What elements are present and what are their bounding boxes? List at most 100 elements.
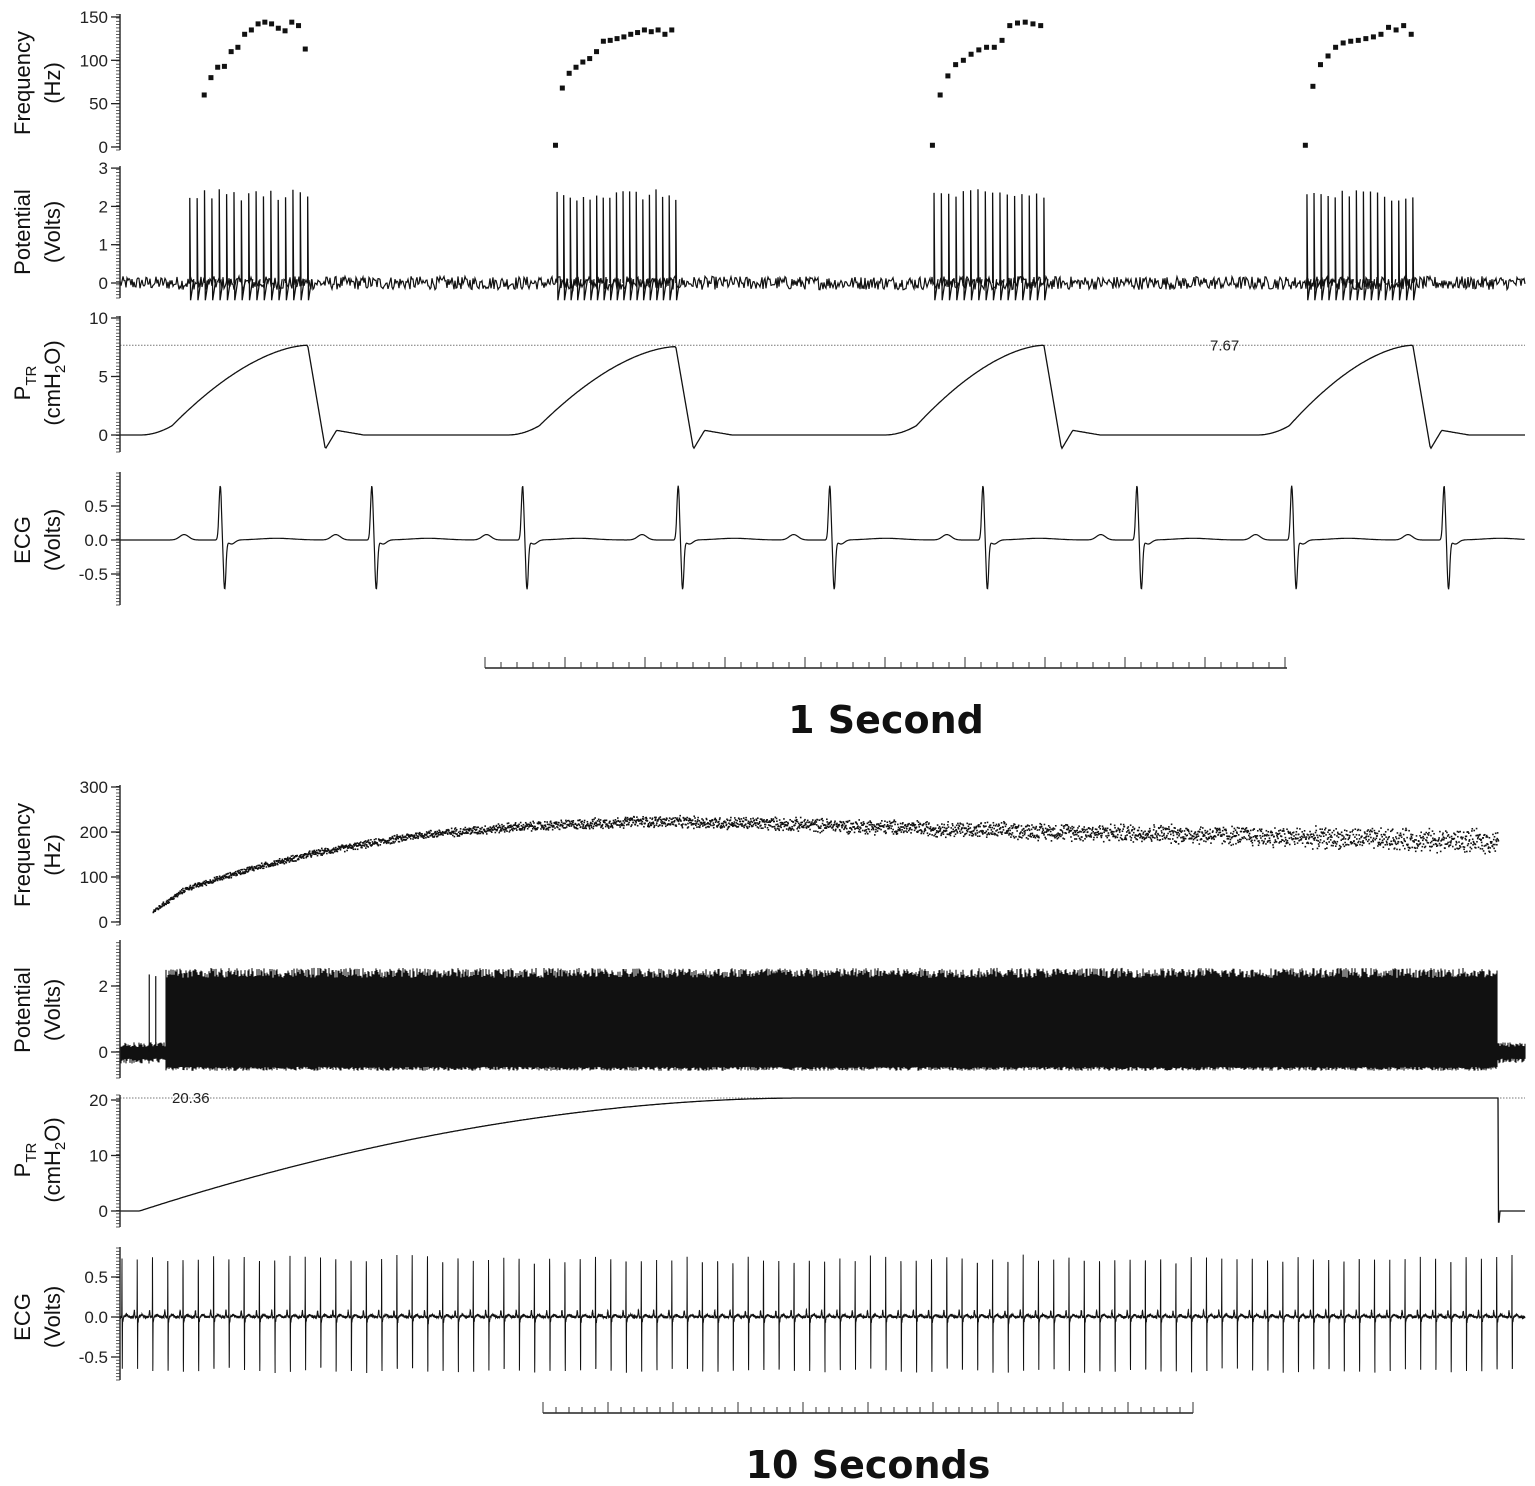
frequency-point bbox=[1386, 841, 1388, 844]
frequency-point bbox=[775, 817, 778, 820]
frequency-point bbox=[1334, 845, 1337, 847]
frequency-point bbox=[1409, 847, 1411, 849]
frequency-point bbox=[905, 827, 908, 830]
frequency-point bbox=[1343, 845, 1346, 848]
frequency-point bbox=[320, 847, 323, 850]
spike bbox=[948, 193, 954, 301]
frequency-point bbox=[1416, 844, 1419, 846]
frequency-point bbox=[631, 819, 634, 821]
frequency-point bbox=[1378, 841, 1381, 844]
frequency-point bbox=[517, 825, 520, 828]
frequency-point bbox=[265, 866, 268, 868]
frequency-point bbox=[1490, 842, 1493, 844]
frequency-point bbox=[1142, 833, 1144, 835]
frequency-point bbox=[957, 828, 960, 830]
frequency-point bbox=[1211, 831, 1214, 833]
frequency-point bbox=[1249, 836, 1251, 838]
frequency-point bbox=[1067, 828, 1069, 831]
frequency-point bbox=[1149, 830, 1151, 832]
frequency-point bbox=[1414, 850, 1417, 853]
frequency-point bbox=[1126, 827, 1129, 829]
frequency-point bbox=[586, 823, 588, 826]
frequency-point bbox=[319, 849, 322, 852]
frequency-point bbox=[1372, 837, 1375, 840]
frequency-point bbox=[712, 826, 715, 829]
frequency-point bbox=[488, 829, 491, 832]
frequency-point bbox=[999, 37, 1005, 43]
frequency-point bbox=[1327, 831, 1329, 833]
frequency-point bbox=[401, 840, 403, 842]
frequency-point bbox=[188, 888, 190, 891]
frequency-point bbox=[1388, 848, 1390, 850]
frequency-point bbox=[1392, 840, 1395, 842]
frequency-point bbox=[814, 819, 817, 822]
frequency-point bbox=[343, 845, 345, 848]
frequency-point bbox=[1404, 847, 1406, 850]
frequency-point bbox=[544, 825, 547, 828]
frequency-point bbox=[1355, 845, 1357, 847]
tick-label: 150 bbox=[80, 8, 108, 27]
frequency-point bbox=[1188, 832, 1191, 835]
frequency-point bbox=[1092, 826, 1094, 829]
frequency-point bbox=[588, 827, 591, 830]
frequency-point bbox=[181, 892, 183, 895]
frequency-point bbox=[744, 823, 747, 826]
frequency-point bbox=[781, 821, 784, 824]
frequency-point bbox=[1036, 829, 1039, 831]
frequency-point bbox=[1199, 828, 1201, 831]
frequency-point bbox=[786, 824, 789, 827]
frequency-point bbox=[1145, 837, 1147, 839]
frequency-point bbox=[655, 816, 657, 819]
frequency-point bbox=[687, 822, 689, 825]
frequency-point bbox=[1122, 823, 1125, 826]
frequency-point bbox=[1043, 823, 1046, 826]
frequency-point bbox=[1468, 838, 1471, 841]
frequency-point bbox=[491, 831, 493, 833]
frequency-point bbox=[1407, 849, 1410, 852]
frequency-point bbox=[565, 819, 567, 822]
frequency-point bbox=[996, 829, 999, 831]
frequency-point bbox=[247, 866, 249, 869]
frequency-point bbox=[222, 876, 224, 879]
frequency-point bbox=[1396, 842, 1399, 845]
frequency-point bbox=[1177, 829, 1179, 831]
frequency-point bbox=[1345, 830, 1348, 832]
frequency-point bbox=[586, 822, 589, 825]
frequency-point bbox=[1005, 823, 1008, 826]
frequency-point bbox=[842, 824, 844, 827]
frequency-point bbox=[1426, 836, 1428, 839]
frequency-point bbox=[632, 821, 635, 824]
frequency-point bbox=[815, 830, 817, 833]
frequency-point bbox=[530, 830, 533, 832]
frequency-point bbox=[901, 822, 904, 825]
tick-label: 100 bbox=[80, 51, 108, 70]
frequency-point bbox=[1429, 841, 1432, 844]
frequency-point bbox=[1075, 838, 1078, 840]
frequency-point bbox=[893, 819, 896, 821]
frequency-point bbox=[1408, 829, 1410, 832]
frequency-point bbox=[227, 872, 229, 875]
frequency-point bbox=[429, 832, 431, 834]
frequency-point bbox=[650, 822, 653, 824]
frequency-point bbox=[1028, 829, 1031, 832]
frequency-point bbox=[1047, 825, 1050, 827]
frequency-point bbox=[956, 832, 959, 834]
frequency-point bbox=[1192, 841, 1194, 844]
frequency-point bbox=[1033, 834, 1036, 837]
frequency-point bbox=[1144, 830, 1146, 833]
spike bbox=[582, 197, 589, 301]
frequency-point bbox=[1170, 833, 1172, 836]
frequency-point bbox=[1316, 847, 1319, 850]
frequency-point bbox=[764, 826, 767, 828]
frequency-point bbox=[949, 834, 952, 837]
frequency-point bbox=[1028, 828, 1030, 830]
frequency-point bbox=[862, 821, 865, 823]
frequency-point bbox=[223, 877, 225, 880]
frequency-point bbox=[965, 832, 968, 835]
frequency-point bbox=[1186, 827, 1188, 830]
frequency-point bbox=[191, 888, 193, 890]
frequency-point bbox=[526, 827, 529, 830]
frequency-point bbox=[1263, 835, 1266, 837]
frequency-point bbox=[1035, 835, 1038, 837]
frequency-point bbox=[395, 836, 398, 838]
